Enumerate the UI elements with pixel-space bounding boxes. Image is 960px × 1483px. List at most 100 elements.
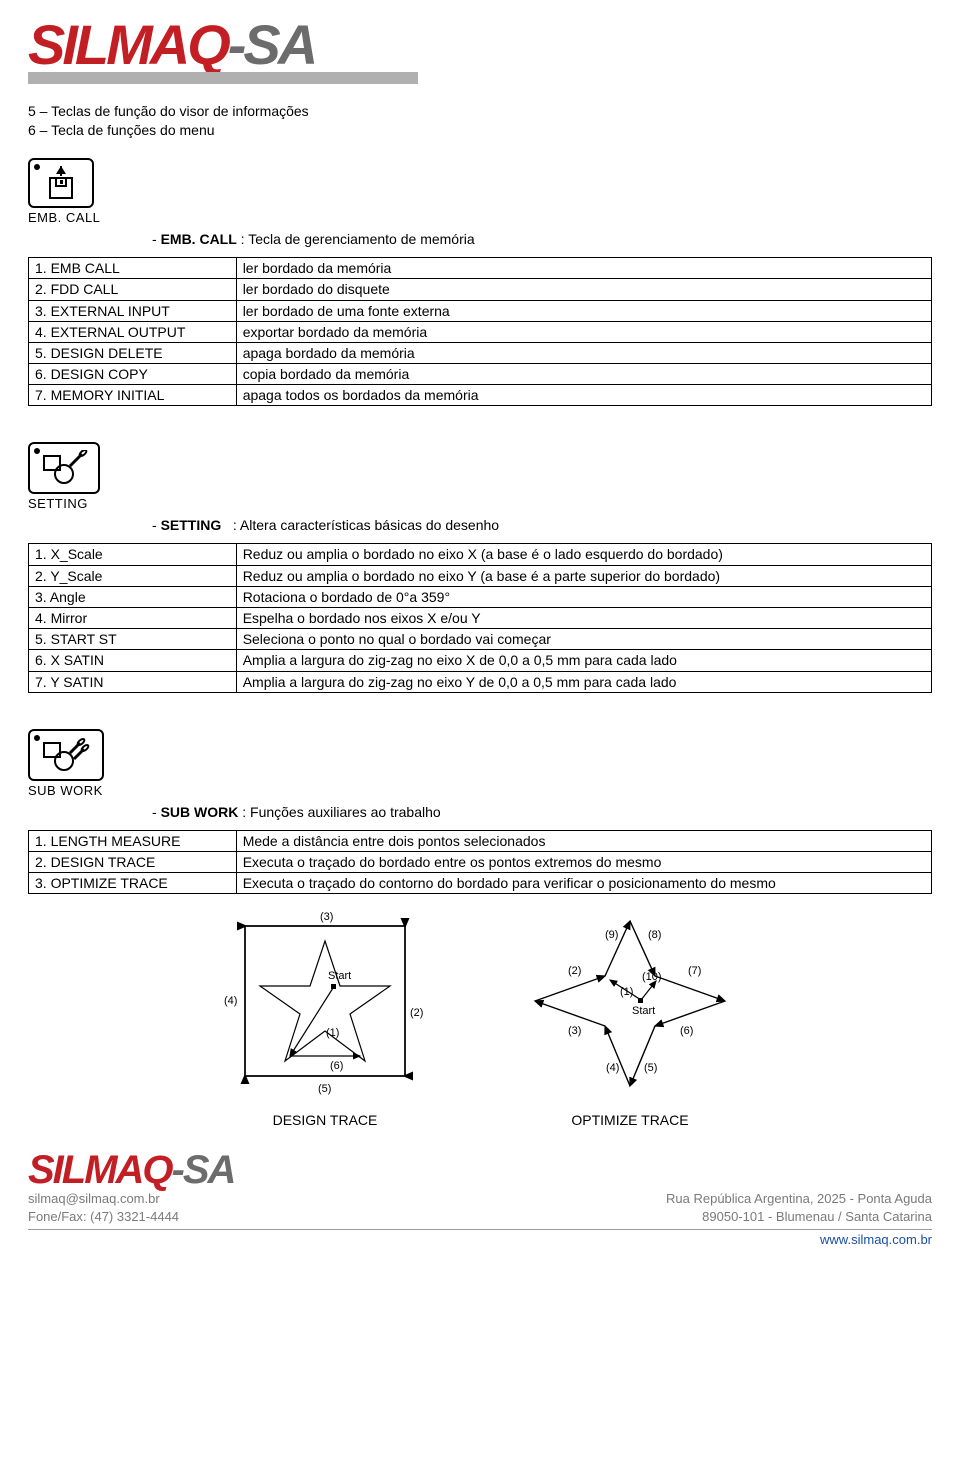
table-cell-key: 3. OPTIMIZE TRACE bbox=[29, 873, 237, 894]
table-cell-value: Amplia a largura do zig-zag no eixo Y de… bbox=[236, 671, 931, 692]
diagram-label: (9) bbox=[605, 929, 618, 941]
table-row: 3. OPTIMIZE TRACEExecuta o traçado do co… bbox=[29, 873, 932, 894]
table-cell-key: 5. DESIGN DELETE bbox=[29, 342, 237, 363]
text: : Funções auxiliares ao trabalho bbox=[238, 804, 440, 820]
table-cell-value: Executa o traçado do bordado entre os po… bbox=[236, 851, 931, 872]
table-cell-key: 2. DESIGN TRACE bbox=[29, 851, 237, 872]
logo-text-red: SILMAQ bbox=[28, 13, 228, 76]
table-cell-value: Reduz ou amplia o bordado no eixo Y (a b… bbox=[236, 565, 931, 586]
embcall-heading: - EMB. CALL : Tecla de gerenciamento de … bbox=[152, 231, 932, 247]
table-cell-value: Amplia a largura do zig-zag no eixo X de… bbox=[236, 650, 931, 671]
diagram-label: (6) bbox=[330, 1060, 343, 1072]
diagram-label: (4) bbox=[606, 1062, 619, 1074]
table-cell-value: apaga todos os bordados da memória bbox=[236, 385, 931, 406]
table-cell-key: 2. Y_Scale bbox=[29, 565, 237, 586]
diagram-label: (10) bbox=[642, 971, 662, 983]
subwork-table: 1. LENGTH MEASUREMede a distância entre … bbox=[28, 830, 932, 895]
diagram-label: Start bbox=[328, 970, 351, 982]
table-row: 7. MEMORY INITIALapaga todos os bordados… bbox=[29, 385, 932, 406]
intro-block: 5 – Teclas de função do visor de informa… bbox=[28, 102, 932, 140]
optimize-trace-diagram: Start (1) (10) (2) (3) (4) (5) (6) (7) (… bbox=[510, 906, 750, 1106]
table-cell-key: 5. START ST bbox=[29, 629, 237, 650]
table-row: 3. EXTERNAL INPUTler bordado de uma font… bbox=[29, 300, 932, 321]
diagram-label: (1) bbox=[620, 986, 633, 998]
table-cell-key: 6. X SATIN bbox=[29, 650, 237, 671]
table-row: 1. EMB CALLler bordado da memória bbox=[29, 258, 932, 279]
table-row: 1. X_ScaleReduz ou amplia o bordado no e… bbox=[29, 544, 932, 565]
table-cell-value: ler bordado da memória bbox=[236, 258, 931, 279]
table-row: 5. DESIGN DELETEapaga bordado da memória bbox=[29, 342, 932, 363]
table-row: 5. START STSeleciona o ponto no qual o b… bbox=[29, 629, 932, 650]
table-cell-key: 7. Y SATIN bbox=[29, 671, 237, 692]
diagram-label: (2) bbox=[410, 1007, 423, 1019]
table-cell-key: 1. LENGTH MEASURE bbox=[29, 830, 237, 851]
text: - bbox=[152, 231, 161, 247]
table-cell-key: 1. EMB CALL bbox=[29, 258, 237, 279]
table-row: 6. DESIGN COPYcopia bordado da memória bbox=[29, 364, 932, 385]
diagrams-row: Start (1) (6) (3) (4) (2) (5) DESIGN TRA… bbox=[28, 906, 932, 1128]
setting-icon-label: SETTING bbox=[28, 496, 932, 511]
table-cell-key: 1. X_Scale bbox=[29, 544, 237, 565]
text: : Altera características básicas do dese… bbox=[221, 517, 499, 533]
diagram-label: (4) bbox=[224, 995, 237, 1007]
table-cell-value: Mede a distância entre dois pontos selec… bbox=[236, 830, 931, 851]
logo-text-grey: -SA bbox=[228, 13, 315, 76]
table-row: 1. LENGTH MEASUREMede a distância entre … bbox=[29, 830, 932, 851]
text: : Tecla de gerenciamento de memória bbox=[237, 231, 475, 247]
table-cell-value: copia bordado da memória bbox=[236, 364, 931, 385]
subwork-icon bbox=[28, 729, 104, 781]
diagram-label: (6) bbox=[680, 1025, 693, 1037]
intro-line-2: 6 – Tecla de funções do menu bbox=[28, 121, 932, 140]
footer-phone: Fone/Fax: (47) 3321-4444 bbox=[28, 1208, 179, 1226]
design-trace-caption: DESIGN TRACE bbox=[210, 1112, 440, 1128]
footer-email: silmaq@silmaq.com.br bbox=[28, 1190, 179, 1208]
design-trace-diagram: Start (1) (6) (3) (4) (2) (5) bbox=[210, 906, 440, 1106]
table-cell-key: 6. DESIGN COPY bbox=[29, 364, 237, 385]
table-cell-value: Seleciona o ponto no qual o bordado vai … bbox=[236, 629, 931, 650]
table-cell-key: 7. MEMORY INITIAL bbox=[29, 385, 237, 406]
diagram-label: (5) bbox=[318, 1083, 331, 1095]
diagram-label: (3) bbox=[320, 911, 333, 923]
table-cell-key: 3. Angle bbox=[29, 586, 237, 607]
diagram-label: (3) bbox=[568, 1025, 581, 1037]
setting-icon bbox=[28, 442, 100, 494]
table-row: 6. X SATINAmplia a largura do zig-zag no… bbox=[29, 650, 932, 671]
table-cell-value: Rotaciona o bordado de 0°a 359° bbox=[236, 586, 931, 607]
setting-table: 1. X_ScaleReduz ou amplia o bordado no e… bbox=[28, 543, 932, 692]
text-bold: EMB. CALL bbox=[161, 231, 237, 247]
table-cell-value: ler bordado do disquete bbox=[236, 279, 931, 300]
table-cell-value: Reduz ou amplia o bordado no eixo X (a b… bbox=[236, 544, 931, 565]
table-cell-value: ler bordado de uma fonte externa bbox=[236, 300, 931, 321]
footer-url: www.silmaq.com.br bbox=[28, 1232, 932, 1247]
footer-addr2: 89050-101 - Blumenau / Santa Catarina bbox=[666, 1208, 932, 1226]
table-row: 3. AngleRotaciona o bordado de 0°a 359° bbox=[29, 586, 932, 607]
text-bold: SETTING bbox=[161, 517, 222, 533]
table-row: 2. Y_ScaleReduz ou amplia o bordado no e… bbox=[29, 565, 932, 586]
subwork-icon-label: SUB WORK bbox=[28, 783, 932, 798]
diagram-label: (5) bbox=[644, 1062, 657, 1074]
table-cell-value: Executa o traçado do contorno do bordado… bbox=[236, 873, 931, 894]
table-cell-key: 4. EXTERNAL OUTPUT bbox=[29, 321, 237, 342]
table-row: 4. MirrorEspelha o bordado nos eixos X e… bbox=[29, 608, 932, 629]
diagram-label: (2) bbox=[568, 965, 581, 977]
embcall-icon-label: EMB. CALL bbox=[28, 210, 932, 225]
optimize-trace-caption: OPTIMIZE TRACE bbox=[510, 1112, 750, 1128]
footer-logo-grey: -SA bbox=[172, 1148, 235, 1192]
logo-underline bbox=[28, 72, 418, 84]
text: - bbox=[152, 804, 161, 820]
table-cell-value: exportar bordado da memória bbox=[236, 321, 931, 342]
text-bold: SUB WORK bbox=[161, 804, 239, 820]
table-row: 2. FDD CALLler bordado do disquete bbox=[29, 279, 932, 300]
table-cell-key: 4. Mirror bbox=[29, 608, 237, 629]
page-footer: SILMAQ-SA silmaq@silmaq.com.br Fone/Fax:… bbox=[0, 1152, 960, 1255]
table-cell-key: 2. FDD CALL bbox=[29, 279, 237, 300]
table-cell-value: Espelha o bordado nos eixos X e/ou Y bbox=[236, 608, 931, 629]
diagram-label: (1) bbox=[326, 1027, 339, 1039]
setting-heading: - SETTING : Altera características básic… bbox=[152, 517, 932, 533]
table-cell-key: 3. EXTERNAL INPUT bbox=[29, 300, 237, 321]
table-row: 7. Y SATINAmplia a largura do zig-zag no… bbox=[29, 671, 932, 692]
embcall-table: 1. EMB CALLler bordado da memória2. FDD … bbox=[28, 257, 932, 406]
subwork-heading: - SUB WORK : Funções auxiliares ao traba… bbox=[152, 804, 932, 820]
table-row: 2. DESIGN TRACEExecuta o traçado do bord… bbox=[29, 851, 932, 872]
diagram-label: (7) bbox=[688, 965, 701, 977]
